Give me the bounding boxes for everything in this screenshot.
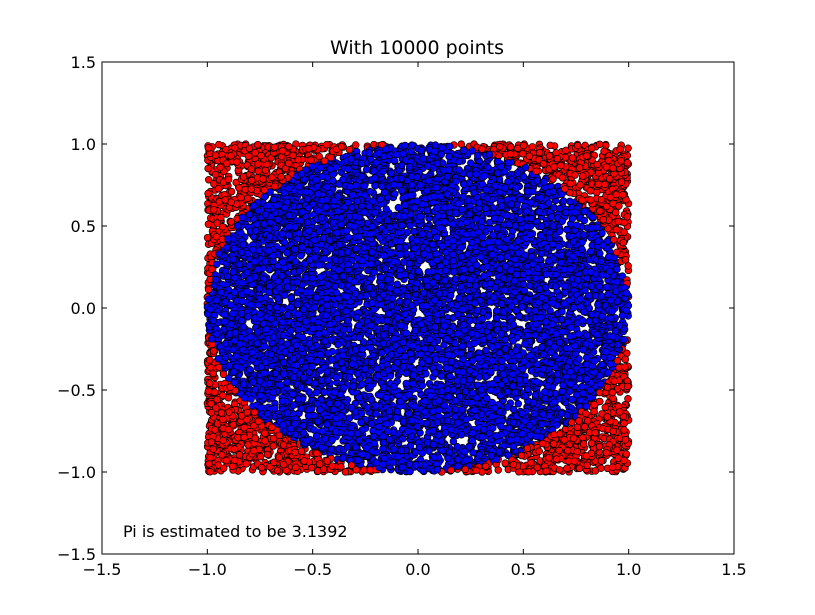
- point-outside: [204, 189, 212, 198]
- point-outside: [624, 395, 632, 403]
- point-inside: [408, 141, 416, 149]
- point-inside: [434, 344, 442, 353]
- point-outside: [345, 145, 354, 154]
- point-outside: [215, 140, 223, 149]
- point-outside: [624, 144, 632, 152]
- point-inside: [287, 294, 295, 302]
- point-outside: [622, 450, 631, 458]
- point-inside: [451, 275, 460, 283]
- chart-title: With 10000 points: [330, 37, 504, 59]
- points-layer: [203, 140, 633, 476]
